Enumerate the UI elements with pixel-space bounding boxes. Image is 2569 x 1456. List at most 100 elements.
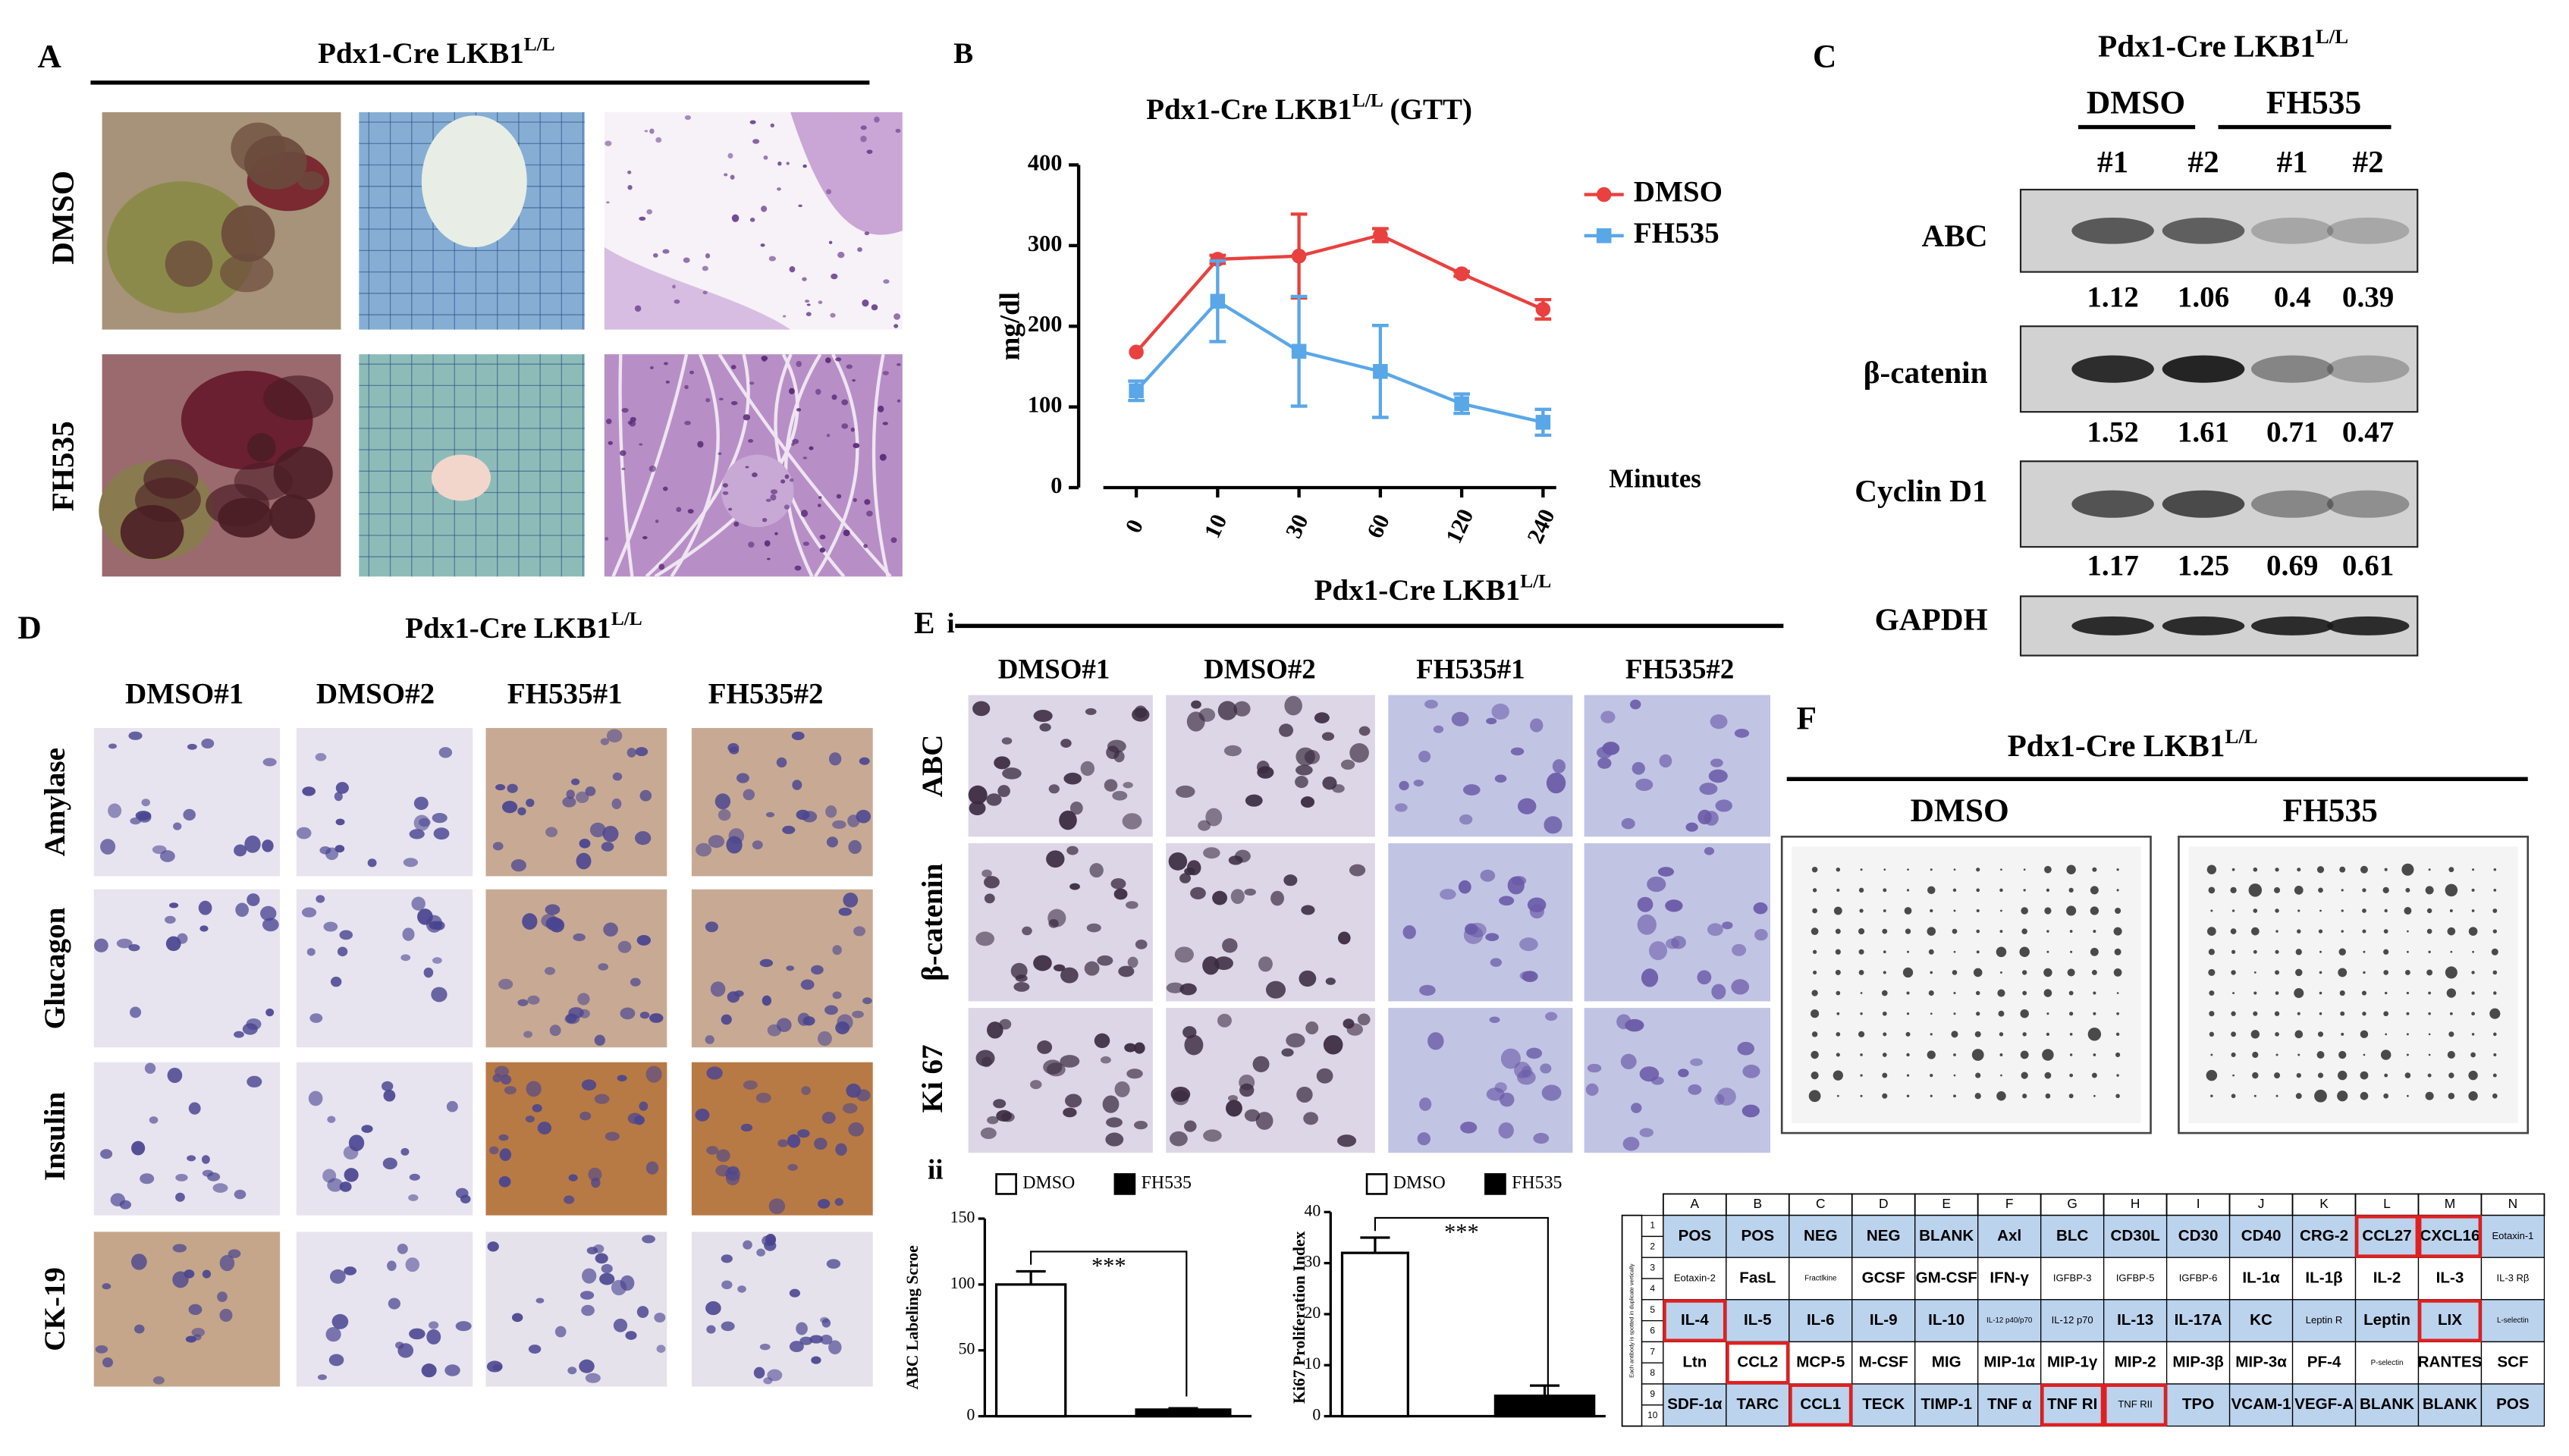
data-point: [1291, 344, 1307, 359]
header-cell: [2354, 1193, 2420, 1216]
cytokine-label: IL-12 p70: [2052, 1314, 2093, 1326]
blot-label: ABC: [1921, 218, 1987, 253]
micrograph: [691, 728, 873, 877]
blot-label: β-catenin: [1864, 355, 1988, 390]
row-label: Ki 67: [916, 1044, 949, 1112]
cell-nucleus: [128, 731, 143, 740]
array-label: FH535: [2282, 792, 2377, 829]
cell-nucleus: [426, 1329, 441, 1345]
cell-nucleus: [815, 388, 821, 395]
cell-nucleus: [767, 1369, 783, 1382]
column-header: K: [2319, 1196, 2329, 1211]
cell-nucleus: [639, 1101, 649, 1111]
cell-nucleus: [1678, 1068, 1689, 1078]
cell-nucleus: [798, 204, 802, 208]
spot: [2404, 1072, 2411, 1078]
cell-nucleus: [984, 893, 995, 904]
micrograph: [485, 889, 667, 1048]
cell-nucleus: [1322, 776, 1337, 790]
spot: [2471, 1012, 2475, 1016]
spot: [1930, 971, 1933, 974]
cell-nucleus: [361, 1125, 373, 1133]
cell-nucleus: [526, 1081, 542, 1097]
table-cell: [1851, 1257, 1916, 1301]
cell-nucleus: [1358, 726, 1371, 736]
blot-band: [2326, 355, 2410, 383]
cell-nucleus: [1526, 1047, 1543, 1059]
cell-nucleus: [770, 123, 774, 128]
cell-nucleus: [1491, 703, 1509, 720]
cell-nucleus: [1716, 1087, 1736, 1106]
cell-nucleus: [387, 1260, 397, 1271]
table-cell: [1663, 1383, 1727, 1427]
cell-nucleus: [730, 174, 735, 180]
spot: [1811, 990, 1818, 996]
tissue-edge: [790, 111, 903, 235]
spot: [1860, 1074, 1863, 1077]
spot: [1860, 1053, 1863, 1056]
spot: [2297, 868, 2301, 872]
spot: [1811, 927, 1819, 935]
y-tick-label: 400: [1028, 149, 1063, 175]
spot: [2297, 1012, 2300, 1015]
row-number: 7: [1650, 1346, 1655, 1357]
spot: [1906, 1094, 1910, 1098]
cell-nucleus: [706, 1066, 723, 1080]
cell-nucleus: [997, 785, 1010, 798]
cell-nucleus: [1086, 923, 1101, 933]
cell-nucleus: [498, 1175, 511, 1188]
cell-nucleus: [1399, 780, 1409, 791]
cell-nucleus: [1190, 886, 1206, 899]
cell-nucleus: [526, 799, 535, 808]
blot-band: [2071, 217, 2154, 244]
row-label: Amylase: [39, 748, 71, 856]
spot: [2069, 1012, 2074, 1016]
table-cell: [1726, 1341, 1790, 1385]
spot: [2360, 865, 2368, 874]
spot: [2295, 949, 2302, 956]
spot: [2116, 868, 2119, 871]
spot: [2231, 1031, 2237, 1037]
spot: [1907, 868, 1909, 871]
row-number: 6: [1650, 1326, 1655, 1336]
table-cell: [2228, 1299, 2294, 1343]
column-header: J: [2258, 1196, 2265, 1211]
y-tick-label: 0: [966, 1406, 975, 1424]
cell-nucleus: [820, 1316, 829, 1323]
panel-label: A: [37, 38, 61, 74]
cell-nucleus: [325, 1326, 341, 1342]
spot: [1881, 990, 1888, 996]
cell-nucleus: [1639, 1066, 1660, 1082]
spot: [1860, 1012, 1863, 1015]
panel-title: Pdx1-Cre LKB1L/L: [2008, 725, 2258, 764]
spot: [2070, 950, 2073, 953]
spot: [2406, 1094, 2409, 1097]
spot: [2113, 968, 2122, 977]
cell-nucleus: [102, 1283, 111, 1290]
cell-nucleus: [535, 1298, 545, 1304]
spot: [2069, 1073, 2074, 1078]
spot: [2471, 971, 2475, 974]
cell-nucleus: [1710, 714, 1728, 730]
cell-nucleus: [1182, 1026, 1197, 1039]
cell-nucleus: [860, 135, 867, 143]
table-cell: [2480, 1257, 2545, 1301]
image-background: [296, 1232, 473, 1387]
cell-nucleus: [1222, 938, 1238, 953]
cell-nucleus: [330, 976, 342, 987]
cell-nucleus: [882, 422, 888, 425]
cell-nucleus: [1048, 784, 1060, 794]
micrograph: [93, 889, 281, 1048]
image-background: [93, 1062, 281, 1216]
cell-nucleus: [1498, 1122, 1514, 1139]
cell-nucleus: [1545, 1012, 1558, 1021]
spot: [1882, 1072, 1888, 1078]
spot: [2087, 1028, 2102, 1041]
cell-nucleus: [730, 365, 736, 369]
spot: [1905, 1031, 1911, 1037]
cell-nucleus: [495, 784, 506, 791]
spot: [2314, 1089, 2327, 1103]
cell-nucleus: [1244, 1109, 1261, 1122]
cell-nucleus: [1305, 1021, 1319, 1035]
cell-nucleus: [1711, 984, 1726, 999]
